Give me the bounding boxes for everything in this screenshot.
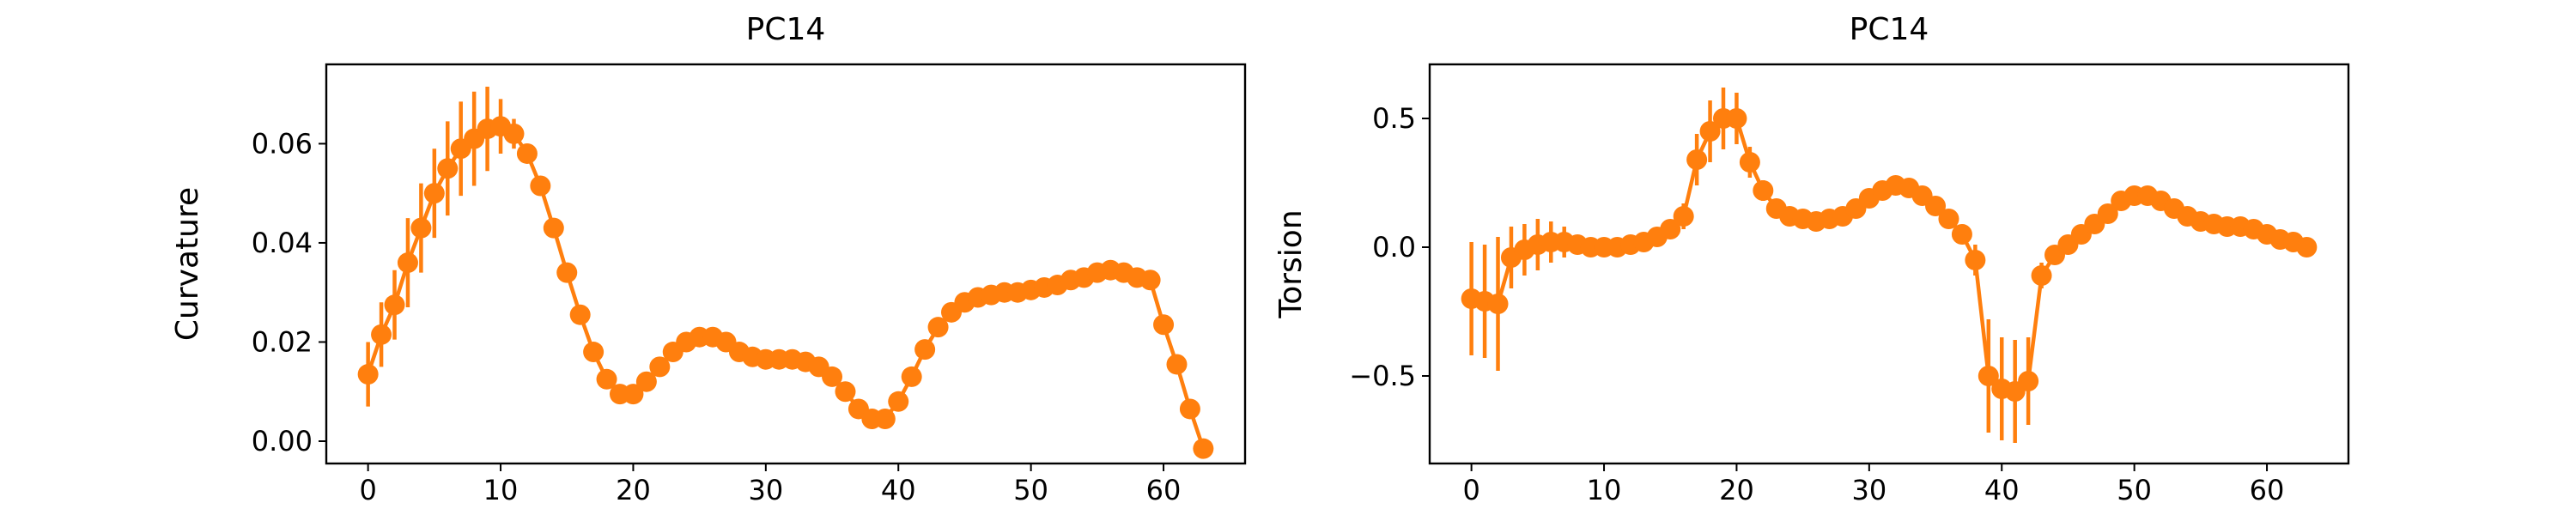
curvature-data-point bbox=[822, 366, 843, 387]
torsion-data-point bbox=[1965, 250, 1986, 270]
curvature-data-point bbox=[384, 294, 405, 316]
torsion-data-point bbox=[1673, 206, 1694, 227]
torsion-y-tick-label: −0.5 bbox=[1349, 360, 1416, 392]
curvature-data-point bbox=[1193, 438, 1214, 459]
torsion-data-point bbox=[1938, 209, 1959, 229]
curvature-data-point bbox=[516, 142, 538, 164]
curvature-axes-frame bbox=[325, 63, 1247, 465]
curvature-data-point bbox=[437, 158, 459, 179]
torsion-x-tick-label: 30 bbox=[1851, 474, 1886, 506]
torsion-axes-frame bbox=[1428, 63, 2350, 465]
torsion-data-point bbox=[2031, 265, 2052, 286]
curvature-data-point bbox=[1166, 354, 1188, 375]
curvature-x-tick-label: 40 bbox=[881, 474, 916, 506]
curvature-data-point bbox=[888, 391, 909, 412]
curvature-data-point bbox=[623, 384, 644, 405]
torsion-data-point bbox=[1726, 108, 1747, 129]
torsion-x-tick-label: 60 bbox=[2250, 474, 2285, 506]
torsion-data-point bbox=[2097, 203, 2118, 224]
torsion-data-point bbox=[1739, 152, 1760, 173]
curvature-data-point bbox=[410, 217, 432, 239]
curvature-data-point bbox=[530, 175, 551, 197]
curvature-x-tick-label: 50 bbox=[1013, 474, 1048, 506]
torsion-data-point bbox=[1699, 121, 1721, 142]
curvature-x-tick-label: 60 bbox=[1146, 474, 1182, 506]
torsion-y-axis-label: Torsion bbox=[1273, 209, 1309, 318]
torsion-data-point bbox=[2018, 371, 2039, 391]
torsion-data-point bbox=[1978, 366, 1999, 386]
torsion-data-point bbox=[1660, 219, 1681, 239]
curvature-chart-title: PC14 bbox=[746, 12, 826, 47]
torsion-chart-title: PC14 bbox=[1850, 12, 1929, 47]
curvature-chart: PC14 Curvature 0 10 20 30 40 50 60 0.00 0.02 0.04… bbox=[170, 12, 1247, 506]
curvature-x-tick-label: 10 bbox=[483, 474, 519, 506]
curvature-y-tick-label: 0.00 bbox=[252, 425, 313, 457]
curvature-data-point bbox=[835, 381, 856, 403]
curvature-data-point bbox=[357, 364, 379, 385]
curvature-x-tick-label: 0 bbox=[359, 474, 376, 506]
curvature-data-point bbox=[1153, 314, 1175, 336]
torsion-data-point bbox=[2296, 237, 2318, 258]
torsion-data-point bbox=[1487, 294, 1509, 314]
torsion-data-point bbox=[1753, 180, 1774, 201]
curvature-y-tick-label: 0.06 bbox=[252, 127, 313, 160]
torsion-data-point bbox=[1925, 196, 1947, 216]
curvature-data-point bbox=[596, 368, 617, 390]
curvature-data-point bbox=[1179, 398, 1200, 420]
torsion-y-tick-label: 0.5 bbox=[1372, 102, 1416, 135]
curvature-data-point bbox=[914, 339, 936, 360]
curvature-data-point bbox=[556, 262, 578, 283]
torsion-x-tick-label: 50 bbox=[2117, 474, 2152, 506]
curvature-x-tick-label: 30 bbox=[748, 474, 783, 506]
curvature-data-point bbox=[874, 409, 896, 430]
curvature-plot-area bbox=[357, 86, 1214, 459]
torsion-plot-area bbox=[1461, 88, 2318, 443]
torsion-data-point bbox=[1686, 149, 1708, 170]
torsion-chart: PC14 Torsion 0 10 20 30 40 50 60 −0.5 0.0 0.5 bbox=[1273, 12, 2350, 506]
torsion-x-tick-label: 0 bbox=[1462, 474, 1479, 506]
torsion-x-tick-label: 10 bbox=[1587, 474, 1622, 506]
curvature-data-point bbox=[635, 371, 657, 392]
curvature-data-point bbox=[569, 304, 591, 325]
curvature-data-point bbox=[543, 217, 564, 239]
curvature-data-point bbox=[503, 123, 525, 144]
curvature-data-point bbox=[423, 183, 445, 204]
torsion-x-tick-label: 40 bbox=[1984, 474, 2020, 506]
curvature-data-point bbox=[1139, 270, 1161, 291]
curvature-x-tick-label: 20 bbox=[616, 474, 651, 506]
torsion-data-point bbox=[1951, 224, 1972, 245]
torsion-x-tick-label: 20 bbox=[1719, 474, 1754, 506]
curvature-data-point bbox=[901, 366, 922, 387]
torsion-y-tick-label: 0.0 bbox=[1372, 231, 1416, 264]
curvature-y-axis-label: Curvature bbox=[170, 187, 205, 341]
curvature-y-tick-label: 0.04 bbox=[252, 227, 313, 259]
curvature-y-tick-label: 0.02 bbox=[252, 325, 313, 358]
curvature-data-point bbox=[649, 356, 671, 378]
curvature-data-point bbox=[397, 252, 418, 274]
curvature-data-point bbox=[371, 324, 392, 345]
curvature-data-point bbox=[583, 342, 605, 363]
curvature-data-point bbox=[927, 317, 949, 338]
